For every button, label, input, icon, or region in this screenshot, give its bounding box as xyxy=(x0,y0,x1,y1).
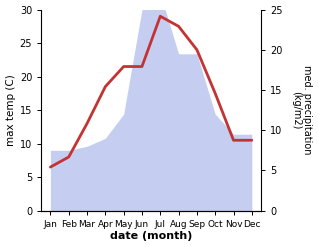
Y-axis label: med. precipitation
(kg/m2): med. precipitation (kg/m2) xyxy=(291,65,313,155)
Y-axis label: max temp (C): max temp (C) xyxy=(5,74,16,146)
X-axis label: date (month): date (month) xyxy=(110,231,192,242)
